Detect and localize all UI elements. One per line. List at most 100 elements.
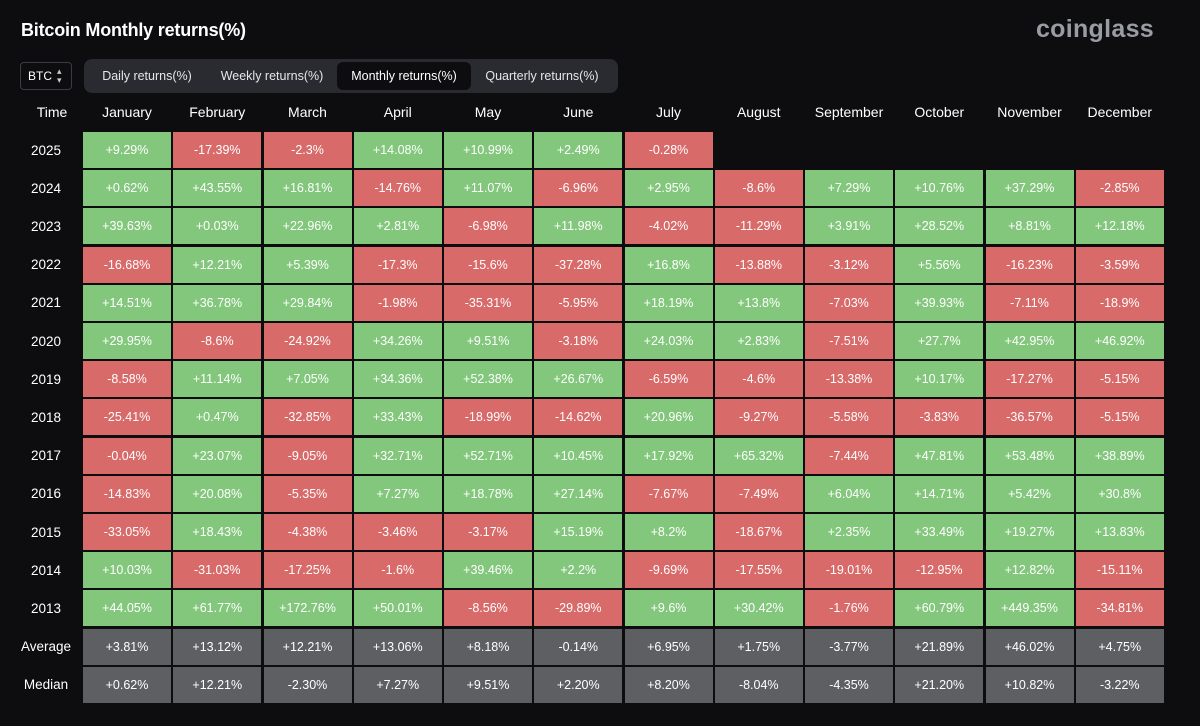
- heatmap-cell: +29.84%: [263, 284, 352, 321]
- row-label-2016: 2016: [30, 486, 62, 502]
- tab-weekly-returns[interactable]: Weekly returns(%): [220, 69, 324, 83]
- heatmap-cell: +34.36%: [353, 361, 442, 398]
- heatmap-cell: -5.15%: [1075, 361, 1164, 398]
- heatmap-cell: +27.14%: [534, 475, 623, 512]
- heatmap-cell: +53.48%: [985, 437, 1074, 474]
- row-label-2017: 2017: [30, 448, 62, 464]
- heatmap-cell: +7.05%: [263, 361, 352, 398]
- heatmap-cell: -17.25%: [263, 552, 352, 589]
- heatmap-cell: -37.28%: [534, 246, 623, 283]
- heatmap-cell: +50.01%: [353, 590, 442, 627]
- summary-cell: +21.20%: [895, 666, 984, 703]
- heatmap-cell: -24.92%: [263, 323, 352, 359]
- tab-monthly-returns[interactable]: Monthly returns(%): [337, 62, 471, 90]
- heatmap-cell: -1.6%: [353, 552, 442, 589]
- returns-period-tabs: Daily returns(%) Weekly returns(%) Month…: [84, 59, 618, 93]
- row-label-2023: 2023: [30, 218, 62, 234]
- column-header-september: September: [814, 104, 884, 120]
- row-label-average: Average: [20, 639, 72, 655]
- heatmap-cell: -18.99%: [444, 399, 532, 436]
- tab-quarterly-returns[interactable]: Quarterly returns(%): [485, 69, 599, 83]
- column-header-time: Time: [36, 104, 68, 120]
- heatmap-cell: +0.62%: [83, 170, 171, 207]
- row-label-2018: 2018: [30, 409, 62, 425]
- summary-cell: +21.89%: [895, 628, 984, 665]
- column-header-may: May: [474, 104, 502, 120]
- column-header-december: December: [1087, 104, 1153, 120]
- coin-select[interactable]: BTC ▴ ▾: [20, 62, 72, 90]
- heatmap-cell: +34.26%: [353, 323, 442, 359]
- heatmap-cell: -6.98%: [444, 208, 532, 245]
- summary-cell: +2.20%: [534, 666, 623, 703]
- heatmap-cell: -4.02%: [624, 208, 713, 245]
- summary-cell: +12.21%: [173, 666, 262, 703]
- heatmap-cell: -18.67%: [714, 514, 803, 550]
- row-label-2020: 2020: [30, 333, 62, 349]
- heatmap-cell: +9.29%: [83, 132, 171, 168]
- coin-select-value: BTC: [28, 69, 52, 83]
- heatmap-cell: +26.67%: [534, 361, 623, 398]
- summary-cell: -2.30%: [263, 666, 352, 703]
- heatmap-cell: -17.39%: [173, 132, 262, 168]
- heatmap-cell: -17.55%: [714, 552, 803, 589]
- heatmap-cell: -17.3%: [353, 246, 442, 283]
- heatmap-cell: -9.69%: [624, 552, 713, 589]
- heatmap-cell: +9.51%: [444, 323, 532, 359]
- heatmap-cell: +33.43%: [353, 399, 442, 436]
- heatmap-cell: +16.81%: [263, 170, 352, 207]
- heatmap-cell: -35.31%: [444, 284, 532, 321]
- summary-cell: -3.77%: [805, 628, 893, 665]
- heatmap-cell: -7.51%: [805, 323, 893, 359]
- heatmap-cell: -17.27%: [985, 361, 1074, 398]
- heatmap-cell: -16.68%: [83, 246, 171, 283]
- summary-cell: +7.27%: [353, 666, 442, 703]
- column-header-august: August: [736, 104, 781, 120]
- tab-daily-returns[interactable]: Daily returns(%): [102, 69, 192, 83]
- heatmap-cell: +60.79%: [895, 590, 984, 627]
- heatmap-cell: -19.01%: [805, 552, 893, 589]
- heatmap-cell: -5.15%: [1075, 399, 1164, 436]
- heatmap-cell: +2.81%: [353, 208, 442, 245]
- column-header-april: April: [383, 104, 412, 120]
- summary-cell: +13.06%: [353, 628, 442, 665]
- row-label-2013: 2013: [30, 600, 62, 616]
- heatmap-cell: +7.27%: [353, 475, 442, 512]
- heatmap-cell: +46.92%: [1075, 323, 1164, 359]
- heatmap-cell: +12.82%: [985, 552, 1074, 589]
- column-header-february: February: [189, 104, 246, 120]
- column-header-march: March: [288, 104, 327, 120]
- heatmap-cell: -12.95%: [895, 552, 984, 589]
- heatmap-cell: +16.8%: [624, 246, 713, 283]
- heatmap-cell: +52.71%: [444, 437, 532, 474]
- heatmap-cell: -15.11%: [1075, 552, 1164, 589]
- heatmap-cell: -5.95%: [534, 284, 623, 321]
- heatmap-cell: +23.07%: [173, 437, 262, 474]
- heatmap-cell: +10.03%: [83, 552, 171, 589]
- heatmap-cell: -2.85%: [1075, 170, 1164, 207]
- heatmap-cell: +38.89%: [1075, 437, 1164, 474]
- summary-cell: +6.95%: [624, 628, 713, 665]
- heatmap-cell: +10.45%: [534, 437, 623, 474]
- heatmap-cell: +32.71%: [353, 437, 442, 474]
- heatmap-cell: -13.38%: [805, 361, 893, 398]
- heatmap-cell: +18.43%: [173, 514, 262, 550]
- heatmap-cell: +7.29%: [805, 170, 893, 207]
- heatmap-cell: +5.42%: [985, 475, 1074, 512]
- heatmap-cell: +449.35%: [985, 590, 1074, 627]
- column-header-july: July: [656, 104, 681, 120]
- column-header-january: January: [102, 104, 152, 120]
- heatmap-cell: -7.03%: [805, 284, 893, 321]
- heatmap-cell: -4.38%: [263, 514, 352, 550]
- heatmap-cell: -1.98%: [353, 284, 442, 321]
- heatmap-cell: +11.98%: [534, 208, 623, 245]
- heatmap-cell: +37.29%: [985, 170, 1074, 207]
- row-label-2015: 2015: [30, 524, 62, 540]
- heatmap-cell: -7.44%: [805, 437, 893, 474]
- heatmap-cell: +17.92%: [624, 437, 713, 474]
- row-label-2024: 2024: [30, 180, 62, 196]
- summary-cell: +0.62%: [83, 666, 171, 703]
- heatmap-cell: +29.95%: [83, 323, 171, 359]
- heatmap-cell: -8.6%: [714, 170, 803, 207]
- heatmap-cell: +65.32%: [714, 437, 803, 474]
- row-label-2019: 2019: [30, 371, 62, 387]
